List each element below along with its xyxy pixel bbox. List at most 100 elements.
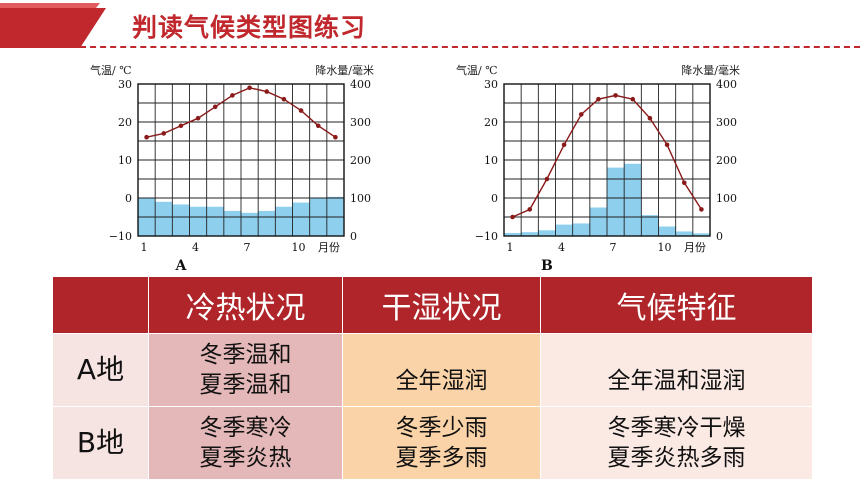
chart-a-temp-point-3 — [178, 123, 184, 129]
table-row: A地 冬季温和 夏季温和 全年湿润 全年温和湿润 — [52, 333, 813, 407]
cell-line: 夏季多雨 — [395, 445, 488, 471]
chart-b-precip-bar-5 — [572, 223, 590, 236]
chart-a-temp-point-5 — [212, 104, 218, 110]
climate-chart-b: 30 20 10 0 −10 400 300 200 100 0 1 4 7 10 月份 气温/ ℃ 降水量/毫… — [448, 58, 748, 276]
chart-b-right-axis-label: 降水量/毫米 — [681, 63, 740, 77]
cell-b-thermal: 冬季寒冷 夏季炎热 — [148, 406, 343, 480]
chart-a-temp-tick-label: 10 — [118, 154, 132, 167]
cell-line: 夏季炎热 — [199, 445, 292, 471]
chart-b-temp-point-2 — [527, 207, 533, 212]
cell-a-moisture: 全年湿润 — [342, 333, 541, 407]
table-header-row: 冷热状况 干湿状况 气候特征 — [52, 276, 813, 334]
chart-a-temp-tick-label: 30 — [118, 78, 132, 91]
page-title: 判读气候类型图练习 — [132, 13, 367, 42]
chart-a-left-axis-label: 气温/ ℃ — [90, 63, 132, 77]
climate-chart-a: 30 20 10 0 −10 400 300 200 100 0 1 4 7 10 月份 气温/ ℃ 降水量/毫… — [82, 58, 382, 276]
table-row: B地 冬季寒冷 夏季炎热 冬季少雨 夏季多雨 冬季寒冷干燥 夏季炎热多雨 — [52, 406, 813, 480]
chart-b-temp-tick-label: 0 — [491, 192, 498, 205]
chart-a-temp-point-7 — [247, 85, 252, 91]
cell-a-thermal: 冬季温和 夏季温和 — [148, 333, 343, 407]
chart-b-temp-tick-label: 10 — [484, 154, 498, 167]
chart-b-precip-bar-2 — [521, 232, 539, 236]
cell-line: 夏季炎热多雨 — [607, 445, 746, 471]
chart-b-x-axis-unit: 月份 — [684, 241, 706, 254]
cell-a-feature: 全年温和湿润 — [540, 333, 813, 407]
chart-a-precip-tick-label: 100 — [350, 192, 371, 205]
chart-a-precip-bar-10 — [292, 202, 310, 236]
row-label-a: A地 — [52, 333, 149, 407]
chart-b-temp-point-3 — [544, 176, 550, 182]
chart-b-month-tick-label: 7 — [610, 241, 617, 254]
chart-a-precip-bar-2 — [155, 201, 173, 236]
chart-b-month-tick-label: 10 — [658, 241, 672, 254]
chart-a-month-tick-label: 7 — [244, 241, 251, 254]
chart-a-temp-tick-label: −10 — [109, 230, 132, 243]
chart-b-left-axis-label: 气温/ ℃ — [456, 63, 498, 77]
chart-a-precip-bar-5 — [206, 206, 224, 236]
chart-a-temp-tick-label: 0 — [125, 192, 132, 205]
chart-a-right-axis-label: 降水量/毫米 — [315, 63, 374, 77]
cell-b-feature: 冬季寒冷干燥 夏季炎热多雨 — [540, 406, 813, 480]
chart-b-precip-bar-4 — [555, 224, 573, 236]
chart-a-temp-point-8 — [264, 89, 270, 94]
chart-a-precip-tick-label: 400 — [350, 78, 371, 91]
cell-line: 冬季寒冷干燥 — [607, 415, 746, 441]
chart-a-precip-bar-12 — [326, 196, 344, 236]
chart-b-precip-tick-label: 100 — [716, 192, 737, 205]
chart-b-temp-point-1 — [510, 214, 515, 220]
chart-a-temp-point-11 — [315, 123, 321, 129]
cell-line: 冬季寒冷 — [199, 415, 292, 441]
chart-a-chart-label: A — [174, 258, 187, 274]
chart-a-plot-frame — [137, 83, 345, 237]
cell-line: 夏季温和 — [199, 372, 292, 398]
chart-a-x-axis-unit: 月份 — [318, 241, 340, 254]
row-label-b: B地 — [52, 406, 149, 480]
chart-a-precip-tick-label: 300 — [350, 116, 371, 129]
chart-b-temp-point-4 — [561, 142, 567, 148]
chart-a-month-tick-label: 4 — [192, 241, 199, 254]
table-header-feature: 气候特征 — [540, 276, 813, 334]
chart-b-precip-tick-label: 200 — [716, 154, 737, 167]
cell-line: 冬季少雨 — [395, 415, 488, 441]
chart-a-precip-tick-label: 0 — [350, 230, 357, 243]
chart-b-precip-tick-label: 0 — [716, 230, 723, 243]
cell-line: 全年温和湿润 — [607, 368, 746, 394]
chart-b-month-tick-label: 4 — [558, 241, 565, 254]
table-header-thermal: 冷热状况 — [148, 276, 343, 334]
chart-b-temp-tick-label: 20 — [484, 116, 498, 129]
chart-b-temp-point-5 — [578, 112, 584, 117]
climate-summary-table: 冷热状况 干湿状况 气候特征 A地 冬季温和 夏季温和 全年湿润 全年温和湿润 … — [52, 276, 813, 480]
cell-line: 全年湿润 — [395, 368, 488, 394]
chart-b-temp-point-8 — [630, 96, 636, 102]
cell-b-moisture: 冬季少雨 夏季多雨 — [342, 406, 541, 480]
chart-b-temp-point-10 — [664, 142, 670, 148]
chart-b-precip-bar-10 — [658, 226, 676, 236]
slide-header: 判读气候类型图练习 — [0, 0, 860, 56]
chart-b-precip-bar-8 — [624, 163, 642, 236]
chart-a-temp-point-1 — [144, 134, 149, 140]
chart-b-precip-bar-1 — [504, 232, 522, 236]
cell-line: 冬季温和 — [199, 342, 292, 368]
chart-b-plot-frame — [503, 83, 711, 237]
chart-a-precip-bar-8 — [258, 210, 276, 236]
chart-b-month-tick-label: 1 — [507, 241, 514, 254]
chart-b-precip-bar-9 — [641, 215, 659, 236]
title-ribbon-icon — [0, 3, 106, 48]
chart-a-precip-bar-3 — [172, 204, 190, 236]
chart-a-temp-point-4 — [195, 115, 201, 121]
chart-b-temp-point-12 — [699, 207, 704, 212]
chart-a-month-tick-label: 1 — [141, 241, 148, 254]
chart-a-precip-bar-4 — [189, 206, 207, 236]
chart-b-temp-point-11 — [681, 180, 687, 186]
chart-b-temperature-line — [512, 94, 702, 218]
chart-a-precip-bar-9 — [275, 206, 293, 236]
chart-b-temp-point-9 — [647, 115, 653, 121]
table-header-moisture: 干湿状况 — [342, 276, 541, 334]
chart-a-temperature-line — [146, 87, 336, 138]
chart-a-precip-bar-6 — [223, 210, 241, 236]
chart-a-temp-point-12 — [333, 134, 338, 140]
chart-a-temp-point-6 — [230, 93, 235, 98]
chart-a-temp-point-2 — [161, 131, 167, 136]
